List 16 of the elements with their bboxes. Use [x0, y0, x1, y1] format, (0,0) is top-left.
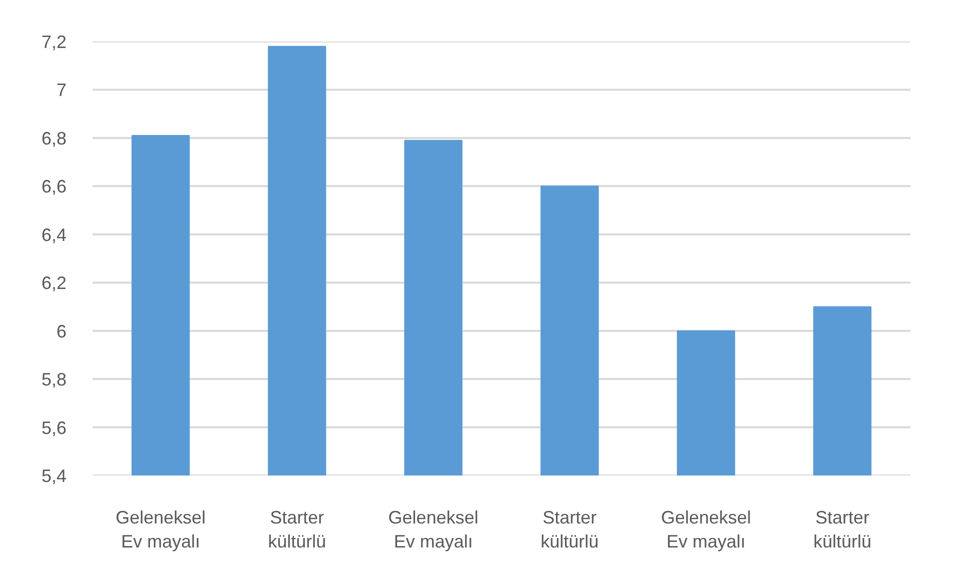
y-tick-label: 7,2: [41, 32, 67, 52]
y-tick-label: 5,8: [41, 370, 67, 390]
x-tick-label: Starter kültürlü: [540, 508, 599, 552]
y-tick-label: 6,4: [41, 224, 67, 245]
x-tick-label: Geleneksel Ev mayalı: [660, 508, 752, 552]
x-tick-label: Starter kültürlü: [813, 508, 872, 552]
y-tick-label: 6: [56, 321, 67, 342]
x-tick-label: Starter kültürlü: [268, 508, 326, 552]
y-tick-label: 6,8: [41, 128, 67, 148]
y-tick-label: 7: [56, 80, 67, 100]
x-tick-label: Geleneksel Ev mayalı: [388, 508, 478, 552]
y-tick-label: 5,4: [41, 466, 67, 486]
y-tick-label: 6,6: [41, 176, 67, 197]
y-tick-label: 5,6: [41, 418, 67, 438]
x-tick-label: Geleneksel Ev mayalı: [116, 508, 206, 552]
y-tick-label: 6,2: [41, 273, 67, 294]
